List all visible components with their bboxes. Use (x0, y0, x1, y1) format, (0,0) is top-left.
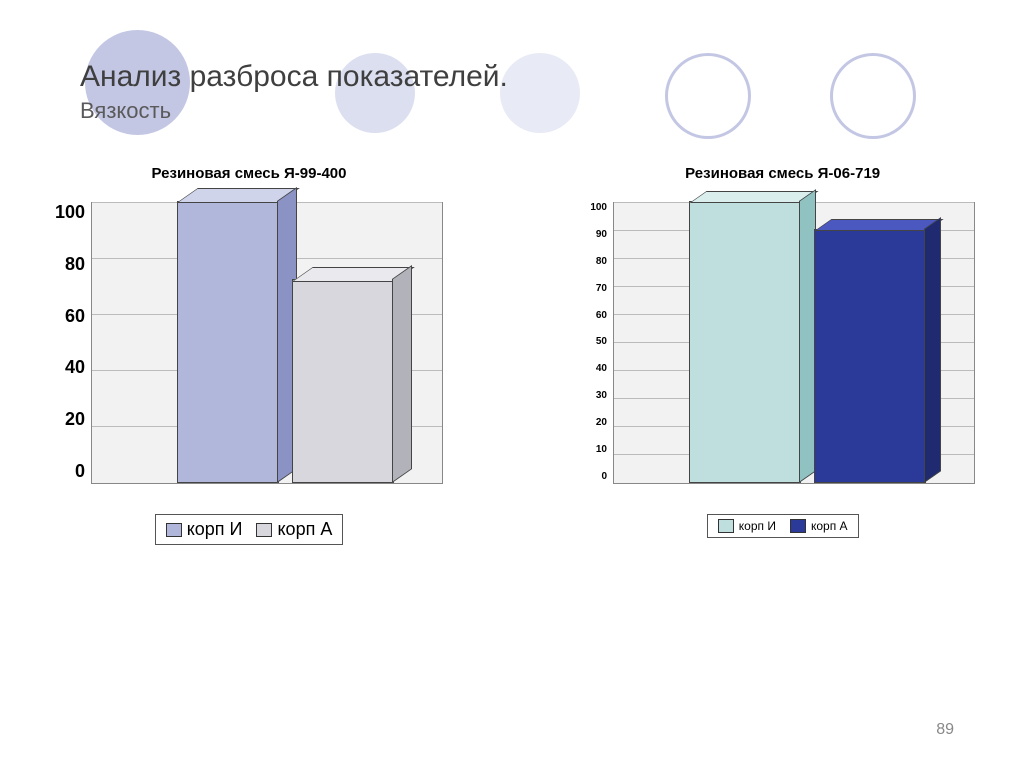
y-tick-label: 100 (55, 202, 85, 223)
y-tick-label: 0 (601, 471, 607, 482)
legend-label: корп А (811, 519, 848, 533)
y-tick-label: 40 (596, 363, 607, 374)
legend-item: корп А (256, 519, 332, 540)
slide-title-block: Анализ разброса показателей. Вязкость (80, 60, 508, 124)
bar (814, 231, 924, 483)
bar-front (177, 201, 279, 483)
chart-body: 100 80 60 40 20 0 (55, 202, 443, 484)
legend: корп И корп А (707, 514, 859, 538)
bar-side (924, 217, 941, 483)
chart-right: Резиновая смесь Я-06-7191009080706050403… (590, 165, 975, 545)
slide-title: Анализ разброса показателей. (80, 60, 508, 94)
bar-front (689, 201, 801, 483)
legend-label: корп И (739, 519, 776, 533)
chart-left: Резиновая смесь Я-99-400 100 80 60 40 20 0 корп… (55, 165, 443, 545)
chart-title: Резиновая смесь Я-06-719 (685, 165, 880, 182)
y-tick-label: 60 (65, 306, 85, 327)
bar-front (814, 229, 926, 483)
legend-item: корп И (718, 519, 776, 533)
y-tick-label: 90 (596, 229, 607, 240)
legend-swatch (256, 523, 272, 537)
y-tick-label: 80 (65, 254, 85, 275)
bar (689, 203, 799, 483)
decor-circle (500, 53, 580, 133)
bar (292, 281, 392, 483)
decor-circle (665, 53, 751, 139)
y-tick-label: 50 (596, 336, 607, 347)
plot-area (613, 202, 975, 484)
plot-area (91, 202, 443, 484)
y-tick-label: 80 (596, 256, 607, 267)
page-number: 89 (936, 721, 954, 739)
y-tick-label: 100 (590, 202, 607, 213)
y-tick-label: 10 (596, 444, 607, 455)
legend-swatch (718, 519, 734, 533)
legend-item: корп И (166, 519, 243, 540)
y-tick-label: 70 (596, 283, 607, 294)
legend-swatch (790, 519, 806, 533)
bar-side (392, 265, 412, 483)
y-tick-label: 0 (75, 461, 85, 482)
legend-swatch (166, 523, 182, 537)
y-tick-label: 20 (65, 409, 85, 430)
chart-title: Резиновая смесь Я-99-400 (152, 165, 347, 182)
y-axis: 1009080706050403020100 (590, 202, 613, 482)
bar (177, 203, 277, 483)
bar-front (292, 279, 394, 483)
y-tick-label: 20 (596, 417, 607, 428)
slide-subtitle: Вязкость (80, 98, 508, 124)
y-tick-label: 40 (65, 357, 85, 378)
y-tick-label: 60 (596, 310, 607, 321)
legend-label: корп А (277, 519, 332, 540)
chart-body: 1009080706050403020100 (590, 202, 975, 484)
legend-label: корп И (187, 519, 243, 540)
legend-item: корп А (790, 519, 848, 533)
y-axis: 100 80 60 40 20 0 (55, 202, 91, 482)
charts-row: Резиновая смесь Я-99-400100806040200корп… (55, 165, 975, 545)
legend: корп И корп А (155, 514, 344, 545)
decor-circle (830, 53, 916, 139)
y-tick-label: 30 (596, 390, 607, 401)
